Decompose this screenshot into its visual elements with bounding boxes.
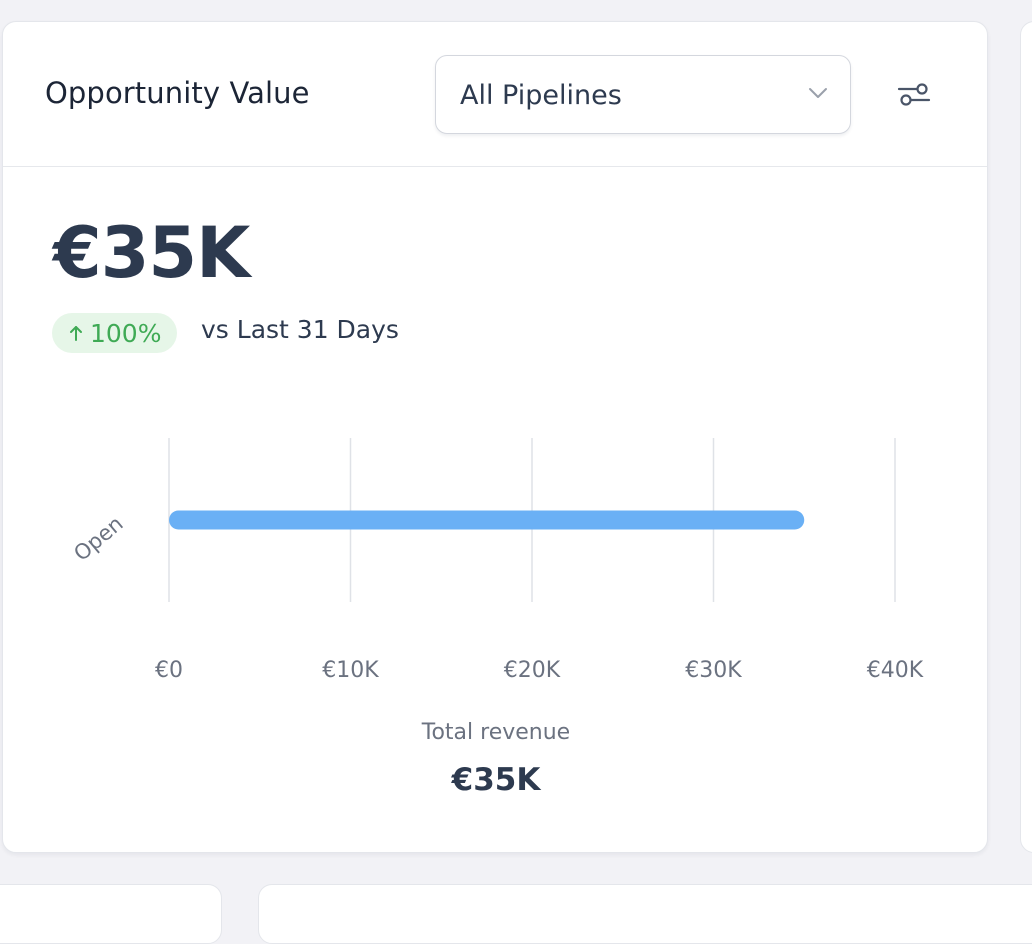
x-tick-label: €0	[155, 658, 183, 683]
adjacent-card-bottom-left	[0, 884, 222, 944]
card-header: Opportunity Value All Pipelines	[3, 22, 987, 167]
chevron-down-icon	[809, 88, 827, 98]
metric-value: €35K	[53, 212, 250, 294]
opportunity-value-card: Opportunity Value All Pipelines €35K 100…	[2, 21, 988, 853]
x-tick-label: €30K	[685, 658, 742, 683]
y-category-label: Open	[69, 511, 127, 565]
adjacent-card-right	[1020, 21, 1032, 853]
delta-comparison: vs Last 31 Days	[201, 315, 399, 344]
adjacent-card-bottom-right	[258, 884, 1032, 944]
bar-open	[169, 510, 805, 530]
card-title: Opportunity Value	[45, 76, 310, 110]
delta-value: 100%	[90, 318, 162, 348]
delta-badge: 100%	[52, 313, 178, 353]
total-revenue-value: €35K	[451, 762, 541, 798]
x-tick-label: €40K	[867, 658, 924, 683]
total-revenue-label: Total revenue	[421, 720, 571, 745]
opportunity-bar-chart: €0 €10K €20K €30K €40K Open	[69, 438, 924, 683]
pipeline-select-value: All Pipelines	[460, 80, 622, 111]
x-tick-label: €20K	[504, 658, 561, 683]
sliders-icon[interactable]	[897, 80, 931, 108]
x-tick-label: €10K	[322, 658, 379, 683]
arrow-up-icon	[70, 326, 82, 341]
pipeline-select[interactable]: All Pipelines	[435, 55, 851, 134]
